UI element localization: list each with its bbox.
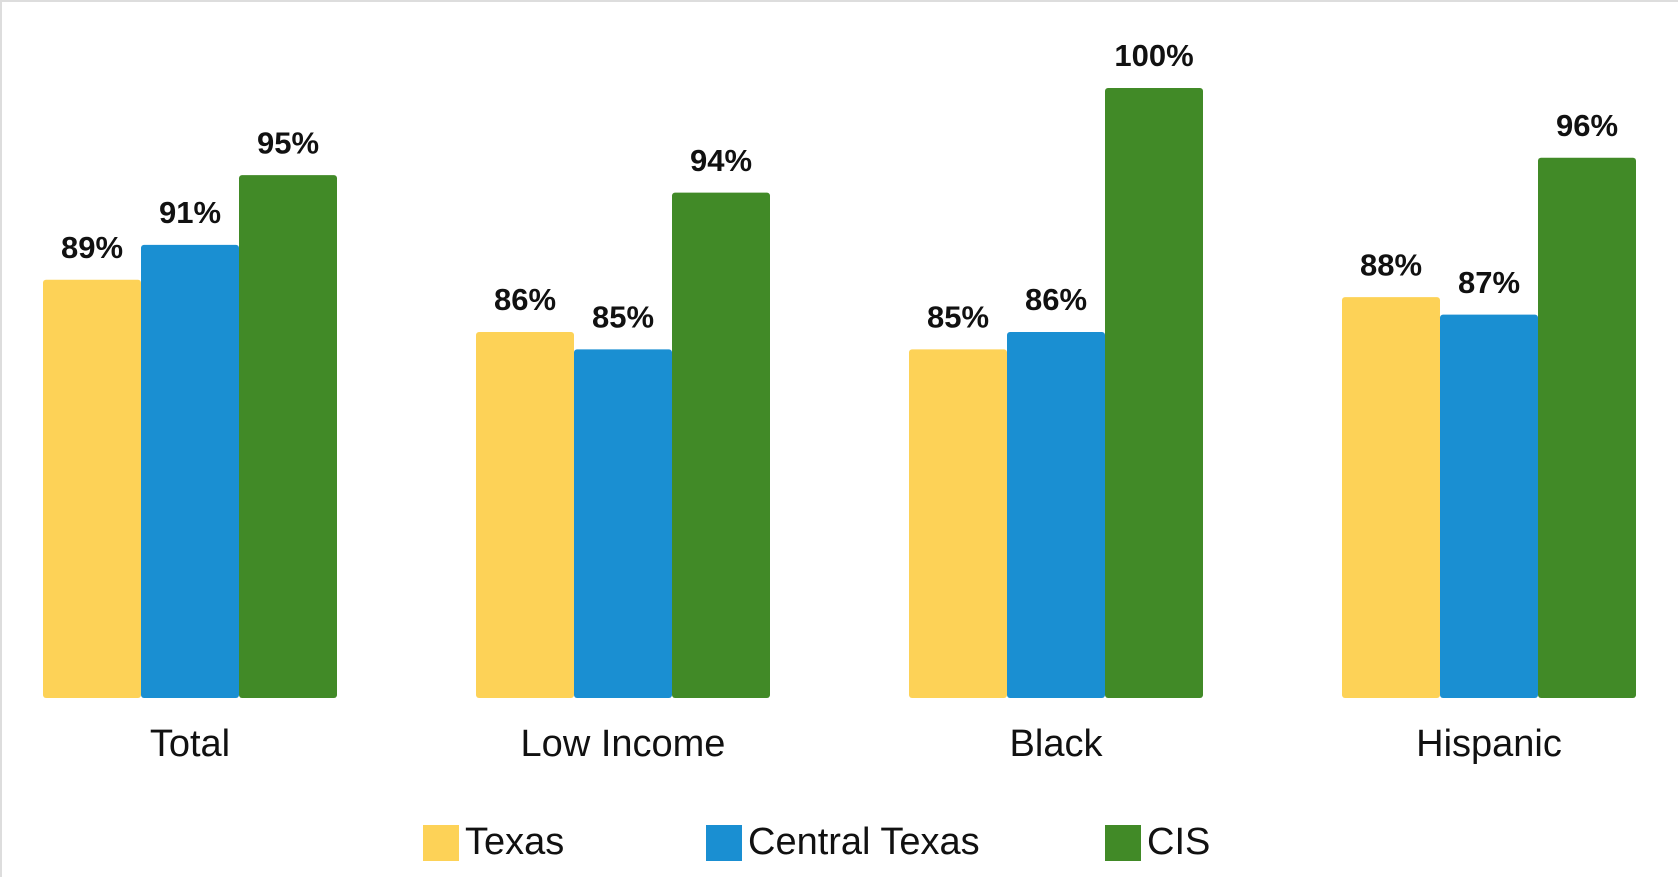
value-label: 96%: [1556, 108, 1618, 143]
value-label: 85%: [592, 300, 654, 335]
bar: [141, 244, 239, 698]
value-label: 95%: [257, 125, 319, 160]
legend-swatch: [423, 825, 459, 861]
value-label: 86%: [1025, 282, 1087, 317]
legend-swatch: [706, 825, 742, 861]
legend-label: Central Texas: [748, 821, 980, 863]
value-label: 89%: [61, 230, 123, 265]
legend-label: CIS: [1147, 821, 1210, 863]
value-label: 94%: [690, 143, 752, 178]
bar: [672, 192, 770, 699]
value-label: 85%: [927, 300, 989, 335]
bar: [1007, 332, 1105, 698]
value-label: 91%: [159, 195, 221, 230]
bar: [1538, 157, 1636, 698]
value-label: 87%: [1458, 265, 1520, 300]
x-tick-label: Hispanic: [1416, 723, 1562, 765]
value-label: 86%: [494, 282, 556, 317]
legend-swatch: [1105, 825, 1141, 861]
bar: [1440, 314, 1538, 698]
bar: [909, 349, 1007, 698]
bar: [1342, 297, 1440, 698]
bar: [476, 332, 574, 698]
x-tick-label: Total: [150, 723, 230, 765]
bar: [1105, 88, 1203, 698]
bar: [239, 175, 337, 699]
x-tick-label: Low Income: [521, 723, 726, 765]
value-label: 88%: [1360, 247, 1422, 282]
bar: [43, 279, 141, 698]
x-tick-label: Black: [1010, 723, 1104, 765]
bar: [574, 349, 672, 698]
value-label: 100%: [1114, 38, 1193, 73]
legend-label: Texas: [465, 821, 564, 863]
